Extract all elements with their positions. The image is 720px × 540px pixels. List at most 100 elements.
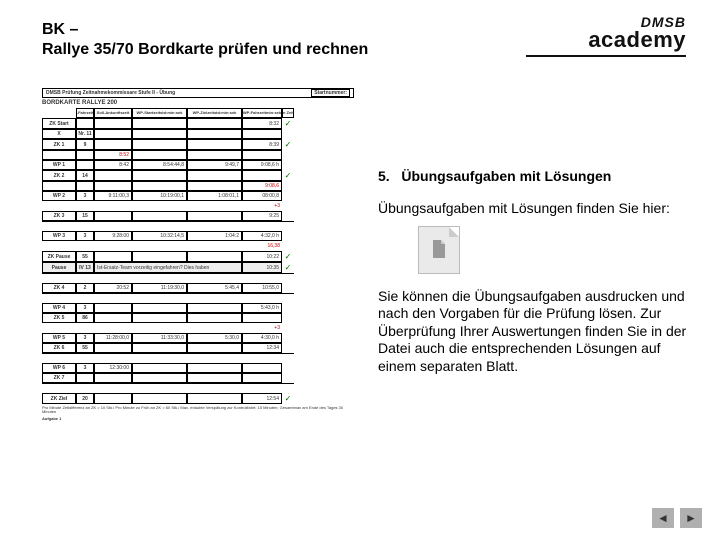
intro-paragraph: Übungsaufgaben mit Lösungen finden Sie h… (378, 200, 690, 218)
form-cell (94, 181, 132, 191)
form-cell (76, 181, 94, 191)
form-cell (132, 201, 187, 211)
form-cell (242, 373, 282, 383)
form-cell: 4:32,0 h (242, 231, 282, 241)
form-cell: 8:52 (94, 150, 132, 160)
form-cell (132, 303, 187, 313)
form-cell (242, 129, 282, 139)
form-cell (94, 313, 132, 323)
form-cell (242, 313, 282, 323)
form-cell: 3 (76, 363, 94, 373)
form-cell: 8:42 (94, 160, 132, 170)
form-cell: 9 (76, 139, 94, 150)
form-cell: 9:11:00,3 (94, 191, 132, 201)
section-number: 5. (378, 168, 390, 184)
title-line2: Rallye 35/70 Bordkarte prüfen und rechne… (42, 41, 368, 58)
form-cell (282, 241, 294, 251)
form-cell: ZK 1 (42, 139, 76, 150)
form-cell: 11:28:00,0 (94, 333, 132, 343)
form-footnote: Pro Minute Zeitdifferenz an ZK = 10 Stk.… (42, 406, 354, 415)
form-topbar-left: DMSB Prüfung Zeitnahmekommissare Stufe I… (46, 90, 175, 96)
form-cell (187, 251, 242, 262)
form-cell: 5:45,4 (187, 283, 242, 293)
form-cell (132, 150, 187, 160)
form-cell: 12:30:00 (94, 363, 132, 373)
bordkarte-form: DMSB Prüfung Zeitnahmekommissare Stufe I… (42, 88, 354, 508)
next-button[interactable]: ► (680, 508, 702, 528)
form-cell: 4:30,0 h (242, 333, 282, 343)
form-cell: ✓ (282, 251, 294, 262)
form-cell (94, 129, 132, 139)
form-cell (42, 201, 76, 211)
form-cell: 14 (76, 170, 94, 181)
form-cell: 1:08:01,1 (187, 191, 242, 201)
form-cell (42, 241, 76, 251)
form-cell: WP 4 (42, 303, 76, 313)
form-cell: ZK Start (42, 118, 76, 129)
form-cell: WP 6 (42, 363, 76, 373)
form-cell (282, 181, 294, 191)
form-cell: 5:30,0 (187, 333, 242, 343)
form-cell (282, 191, 294, 201)
form-cell (187, 241, 242, 251)
file-attachment-icon[interactable] (418, 226, 460, 274)
form-cell (132, 373, 187, 383)
form-cell: 9:28:00 (94, 231, 132, 241)
form-cell (94, 343, 132, 353)
form-cell (94, 251, 132, 262)
form-cell (187, 343, 242, 353)
form-cell (76, 241, 94, 251)
form-cell: ✓ (282, 139, 294, 150)
form-cell: Ist-Ersatz-Team vorzeitig eingefahren? D… (94, 262, 242, 273)
form-cell (76, 160, 94, 170)
form-cell (187, 211, 242, 221)
form-cell: 55 (76, 343, 94, 353)
content-column: 5. Übungsaufgaben mit Lösungen Übungsauf… (378, 168, 690, 383)
form-cell: ZK 3 (42, 211, 76, 221)
form-cell: ✓ (282, 170, 294, 181)
form-cell (76, 150, 94, 160)
form-cell (282, 373, 294, 383)
form-cell (94, 303, 132, 313)
logo: DMSB academy (526, 14, 686, 57)
form-cell (76, 323, 94, 333)
title-line1: BK – (42, 21, 78, 38)
form-cell (94, 201, 132, 211)
form-cell: 11:33:30,0 (132, 333, 187, 343)
form-cell: 10:32:14,5 (132, 231, 187, 241)
form-cell: X (42, 129, 76, 139)
form-cell: 12:54 (242, 393, 282, 404)
form-cell (42, 150, 76, 160)
logo-underline (526, 55, 686, 57)
form-cell (132, 393, 187, 404)
form-cell (187, 181, 242, 191)
form-cell (42, 323, 76, 333)
form-cell: 9:08,6 h (242, 160, 282, 170)
form-cell (242, 150, 282, 160)
form-cell (94, 393, 132, 404)
form-cell (132, 118, 187, 129)
form-cell (242, 170, 282, 181)
form-cell (94, 373, 132, 383)
form-cell: WP 5 (42, 333, 76, 343)
section-title: Übungsaufgaben mit Lösungen (401, 168, 611, 184)
form-cell (94, 118, 132, 129)
form-preview: DMSB Prüfung Zeitnahmekommissare Stufe I… (42, 88, 354, 508)
form-cell (282, 231, 294, 241)
section-heading: 5. Übungsaufgaben mit Lösungen (378, 168, 690, 184)
form-cell (282, 283, 294, 293)
form-cell: 10:55,0 (242, 283, 282, 293)
form-cell: 3 (76, 231, 94, 241)
form-cell: 1:04:2 (187, 231, 242, 241)
prev-button[interactable]: ◄ (652, 508, 674, 528)
form-cell (242, 363, 282, 373)
form-cell: 8:54:44,8 (132, 160, 187, 170)
form-cell (94, 241, 132, 251)
form-cell: ✓ (282, 262, 294, 273)
form-cell (132, 139, 187, 150)
form-cell (132, 343, 187, 353)
form-cell: 9:08,6 (242, 181, 282, 191)
form-cell (132, 211, 187, 221)
form-cell (282, 363, 294, 373)
form-cell: 15 (76, 211, 94, 221)
